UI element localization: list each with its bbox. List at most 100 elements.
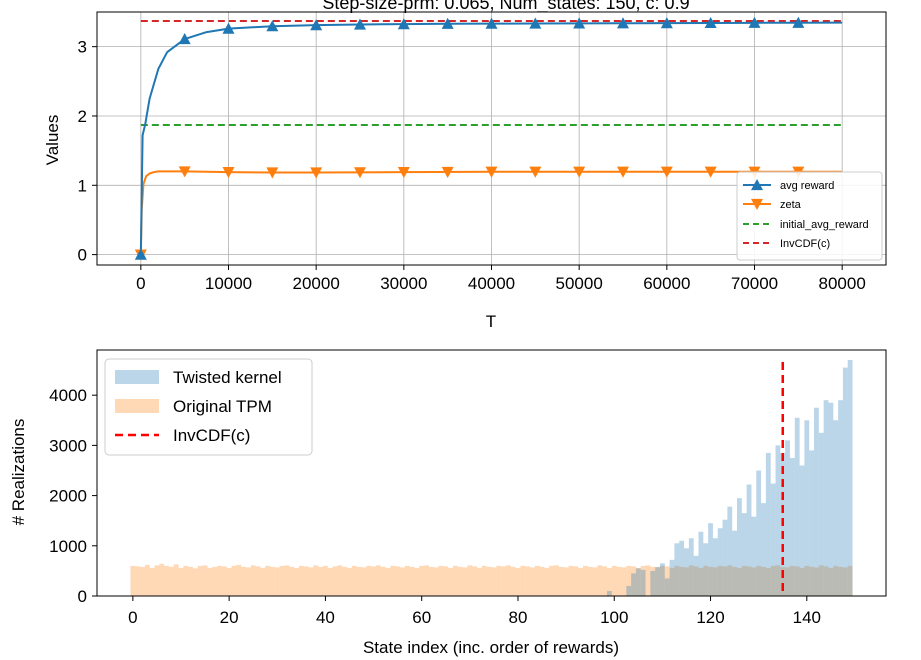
hist-bar	[279, 565, 285, 596]
hist-bar	[679, 540, 685, 596]
hist-bar	[838, 400, 843, 596]
hist-bar	[823, 566, 829, 596]
hist-bar	[679, 566, 685, 596]
hist-bar	[130, 565, 136, 596]
hist-bar	[303, 566, 309, 596]
hist-bar	[236, 564, 242, 596]
hist-bar	[684, 548, 689, 596]
hist-bar	[149, 567, 155, 596]
hist-bar	[207, 567, 213, 596]
hist-bar	[611, 565, 617, 596]
hist-bar	[814, 407, 819, 596]
hist-bar	[756, 470, 762, 596]
x-tick-label: 0	[136, 274, 145, 293]
hist-bar	[400, 567, 405, 596]
hist-bar	[794, 566, 800, 596]
hist-bar	[452, 565, 458, 596]
legend-marker	[751, 198, 763, 210]
hist-bar	[655, 566, 660, 596]
hist-bar	[544, 567, 550, 596]
hist-bar	[265, 565, 271, 596]
hist-bar	[838, 566, 843, 596]
legend-label: initial_avg_reward	[780, 219, 869, 231]
hist-bar	[457, 566, 463, 596]
legend-item-twisted-kernel: Twisted kernel	[115, 368, 282, 387]
top-y-axis-ticks: 0 1 2 3	[78, 38, 97, 265]
hist-bar	[833, 565, 839, 596]
hist-bar	[573, 566, 579, 596]
y-tick-label: 3	[78, 38, 87, 57]
series-line-1	[139, 170, 843, 255]
hist-bar	[587, 566, 593, 596]
hist-bar	[366, 565, 372, 596]
hist-bar	[154, 565, 160, 596]
hist-bar	[361, 567, 367, 596]
hist-bar	[650, 566, 656, 596]
hist-bar	[568, 565, 574, 596]
hist-bar	[669, 559, 675, 596]
hist-bar	[592, 567, 598, 596]
hist-bar	[737, 567, 742, 596]
hist-bar	[761, 503, 766, 596]
hist-bar	[818, 432, 824, 596]
hist-bar	[226, 567, 232, 596]
hist-bar	[289, 566, 295, 596]
hist-bar	[530, 567, 535, 596]
hist-bar	[746, 484, 752, 596]
series-marker	[660, 17, 673, 29]
hist-bar	[732, 566, 738, 596]
top-chart: Step-size-prm: 0.065, Num_states: 150, c…	[43, 0, 887, 331]
hist-bar	[712, 567, 718, 596]
hist-bar	[462, 567, 468, 596]
hist-bar	[635, 568, 641, 596]
hist-bar	[823, 400, 829, 596]
hist-bar	[337, 565, 343, 596]
y-tick-label: 0	[78, 246, 87, 265]
legend-marker	[751, 179, 763, 191]
hist-bar	[602, 566, 608, 596]
hist-bar	[741, 565, 747, 596]
hist-bar	[727, 506, 733, 596]
hist-bar	[323, 565, 328, 596]
bottom-x-axis-ticks: 0 20 40 60 80 100 120 140	[128, 596, 821, 627]
hist-bar	[775, 445, 781, 596]
series-marker	[222, 22, 235, 34]
chart-title: Step-size-prm: 0.065, Num_states: 150, c…	[322, 0, 689, 14]
hist-bar	[554, 565, 559, 596]
series-marker	[617, 166, 629, 178]
series-marker	[792, 16, 805, 28]
hist-bar	[809, 566, 815, 596]
hist-bar	[260, 567, 266, 596]
hist-bar	[274, 567, 280, 596]
series-marker	[397, 167, 410, 179]
hist-bar	[424, 565, 429, 596]
y-tick-label: 4000	[49, 386, 87, 405]
hist-bar	[804, 565, 810, 596]
hist-bar	[640, 565, 646, 596]
hist-bar	[607, 567, 612, 596]
hist-bar	[818, 565, 824, 596]
hist-bar	[356, 566, 362, 596]
hist-bar	[761, 566, 766, 596]
x-tick-label: 60	[412, 608, 431, 627]
legend-label: avg reward	[780, 180, 834, 192]
x-tick-label: 80000	[819, 274, 866, 293]
hist-bar	[842, 567, 848, 596]
hist-bar	[298, 565, 304, 596]
hist-bar	[775, 565, 781, 596]
series-marker	[222, 167, 235, 179]
hist-bar	[737, 498, 742, 596]
hist-bar	[828, 567, 834, 596]
hist-bar	[380, 566, 386, 596]
hist-bar	[558, 566, 564, 596]
hist-bar	[501, 566, 506, 596]
hist-bar	[717, 528, 723, 596]
hist-bar	[770, 483, 776, 596]
hist-bar	[164, 565, 169, 596]
hist-bar	[607, 590, 612, 596]
hist-bar	[674, 543, 680, 596]
hist-bar	[722, 566, 728, 596]
hist-bar	[780, 566, 786, 596]
bottom-legend: Twisted kernel Original TPM InvCDF(c)	[104, 358, 313, 456]
